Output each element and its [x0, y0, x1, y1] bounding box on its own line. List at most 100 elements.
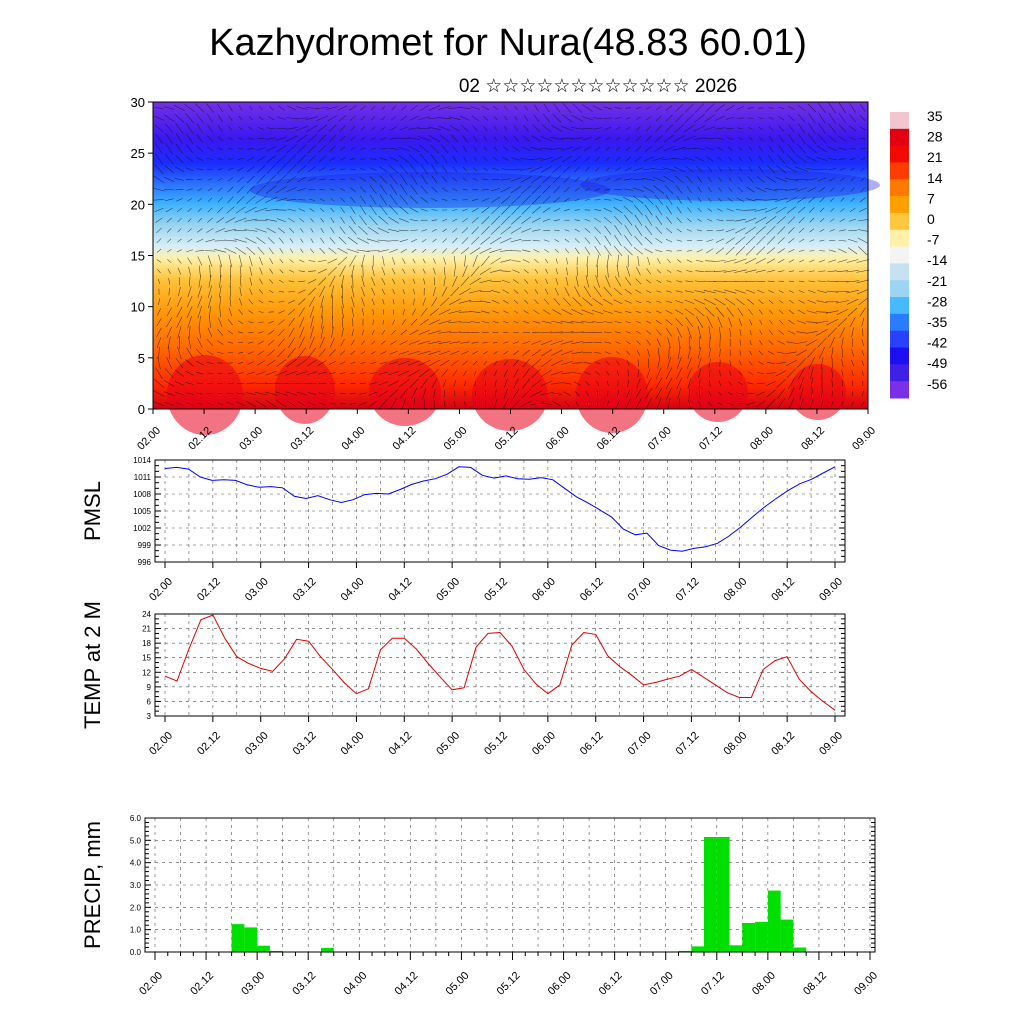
y-tick-label: 0.0 — [130, 948, 142, 957]
y-tick-label: 20 — [131, 197, 145, 212]
y-tick-label: 0 — [138, 402, 145, 417]
x-tick-label: 02.00 — [137, 970, 165, 998]
y-tick-label: 5.0 — [130, 836, 142, 845]
y-axis-label: PRECIP, mm — [80, 821, 105, 949]
colorbar-swatch — [890, 348, 909, 365]
precip-bar — [321, 948, 334, 952]
x-tick-label: 05.00 — [434, 730, 462, 758]
precip-bar — [257, 946, 270, 952]
x-tick-label: 02.12 — [195, 730, 223, 758]
y-tick-label: 18 — [142, 639, 151, 648]
x-tick-label: 03.12 — [288, 425, 316, 453]
x-tick-label: 08.12 — [769, 576, 797, 604]
x-tick-label: 07.00 — [648, 970, 676, 998]
x-tick-label: 07.12 — [697, 425, 725, 453]
y-tick-label: 10 — [131, 300, 145, 315]
y-tick-label: 1.0 — [130, 926, 142, 935]
colorbar-swatch — [890, 146, 909, 163]
y-tick-label: 1008 — [133, 490, 151, 499]
x-tick-label: 03.00 — [243, 730, 271, 758]
colorbar-swatch — [890, 213, 909, 230]
y-tick-label: 2.0 — [130, 903, 142, 912]
x-tick-label: 04.00 — [339, 576, 367, 604]
x-tick-label: 08.00 — [721, 730, 749, 758]
cold-core — [250, 172, 610, 208]
colorbar-label: 35 — [927, 108, 943, 124]
precip-bar — [244, 927, 257, 952]
x-tick-label: 09.00 — [852, 970, 880, 998]
x-tick-label: 07.12 — [674, 576, 702, 604]
colorbar-label: 7 — [927, 190, 935, 206]
y-tick-label: 6 — [147, 697, 152, 706]
y-tick-label: 3 — [147, 712, 152, 721]
cold-core — [580, 169, 880, 201]
x-tick-label: 03.00 — [237, 425, 265, 453]
x-tick-label: 07.00 — [626, 576, 654, 604]
x-tick-label: 08.12 — [769, 730, 797, 758]
colorbar-label: 28 — [927, 129, 943, 145]
colorbar-swatch — [890, 381, 909, 398]
colorbar-label: -56 — [927, 376, 947, 392]
colorbar-label: -35 — [927, 314, 947, 330]
x-tick-label: 02.00 — [135, 425, 163, 453]
chart-title: Kazhydromet for Nura(48.83 60.01) — [209, 22, 807, 64]
y-tick-label: 999 — [138, 541, 152, 550]
colorbar-swatch — [890, 314, 909, 331]
warm-cell — [275, 356, 335, 424]
x-tick-label: 05.12 — [482, 730, 510, 758]
warm-cell — [688, 362, 748, 422]
y-axis-label: PMSL — [80, 481, 105, 541]
x-tick-label: 04.12 — [391, 425, 419, 453]
colorbar-swatch — [890, 112, 909, 129]
colorbar-swatch — [890, 263, 909, 280]
x-tick-label: 07.00 — [626, 730, 654, 758]
x-tick-label: 03.12 — [291, 576, 319, 604]
colorbar-label: 14 — [927, 170, 943, 186]
x-tick-label: 02.00 — [147, 730, 175, 758]
warm-cell — [167, 355, 243, 435]
x-tick-label: 06.12 — [578, 576, 606, 604]
colorbar-swatch — [890, 129, 909, 146]
colorbar-label: -28 — [927, 293, 947, 309]
x-tick-label: 04.00 — [339, 730, 367, 758]
y-tick-label: 1011 — [134, 473, 152, 482]
warm-cell — [472, 359, 548, 431]
x-tick-label: 04.00 — [341, 970, 369, 998]
precip-bar — [755, 922, 768, 952]
colorbar-swatch — [890, 230, 909, 247]
y-tick-label: 15 — [142, 654, 151, 663]
y-tick-label: 25 — [131, 146, 145, 161]
y-tick-label: 12 — [142, 668, 151, 677]
x-tick-label: 05.00 — [434, 576, 462, 604]
y-tick-label: 1005 — [133, 507, 151, 516]
chart-subtitle: 02 ☆☆☆☆☆☆☆☆☆☆☆☆ 2026 — [459, 76, 737, 97]
x-tick-label: 04.00 — [339, 425, 367, 453]
y-tick-label: 30 — [131, 95, 145, 110]
y-tick-label: 6.0 — [130, 814, 142, 823]
colorbar-label: -7 — [927, 232, 940, 248]
x-tick-label: 08.00 — [748, 425, 776, 453]
precip-bar — [730, 945, 743, 952]
colorbar-label: -14 — [927, 252, 947, 268]
y-tick-label: 4.0 — [130, 859, 142, 868]
y-tick-label: 1014 — [133, 456, 151, 465]
x-tick-label: 04.12 — [386, 576, 414, 604]
y-tick-label: 3.0 — [130, 881, 142, 890]
y-tick-label: 5 — [138, 351, 145, 366]
x-tick-label: 06.00 — [544, 425, 572, 453]
colorbar-label: -42 — [927, 335, 947, 351]
x-tick-label: 07.00 — [646, 425, 674, 453]
precip-bar — [717, 837, 730, 952]
precip-bar — [781, 920, 794, 952]
colorbar-swatch — [890, 179, 909, 196]
x-tick-label: 08.00 — [750, 970, 778, 998]
x-tick-label: 08.00 — [721, 576, 749, 604]
x-tick-label: 09.00 — [850, 425, 878, 453]
x-tick-label: 09.00 — [817, 730, 845, 758]
x-tick-label: 03.00 — [243, 576, 271, 604]
x-tick-label: 05.00 — [442, 425, 470, 453]
